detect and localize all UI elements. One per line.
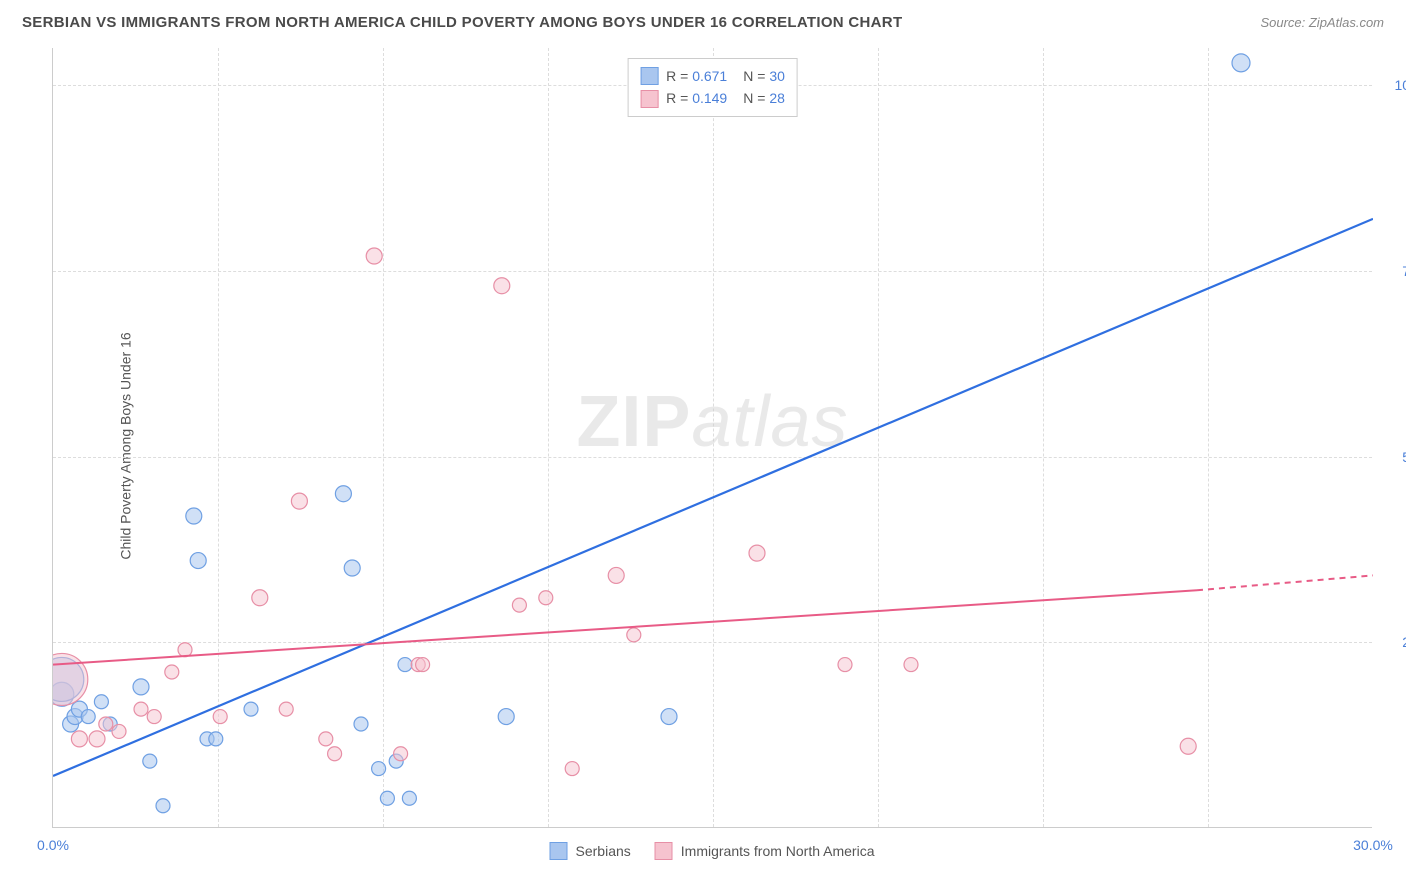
scatter-point	[71, 731, 87, 747]
y-tick-label: 50.0%	[1402, 449, 1406, 465]
chart-area: ZIPatlas R = 0.671N = 30R = 0.149N = 28 …	[52, 48, 1372, 828]
trend-line-dashed	[1197, 575, 1373, 590]
scatter-point	[89, 731, 105, 747]
scatter-point	[99, 717, 113, 731]
plot-region: ZIPatlas R = 0.671N = 30R = 0.149N = 28 …	[52, 48, 1372, 828]
scatter-point	[94, 695, 108, 709]
scatter-point	[328, 747, 342, 761]
legend-swatch	[550, 842, 568, 860]
scatter-point	[178, 643, 192, 657]
scatter-point	[398, 658, 412, 672]
scatter-point	[133, 679, 149, 695]
scatter-point	[838, 658, 852, 672]
scatter-point	[147, 710, 161, 724]
scatter-point	[291, 493, 307, 509]
scatter-point	[319, 732, 333, 746]
scatter-point	[608, 567, 624, 583]
legend-r-label: R = 0.149	[666, 87, 727, 109]
scatter-point	[165, 665, 179, 679]
scatter-point	[498, 709, 514, 725]
source-label: Source: ZipAtlas.com	[1260, 15, 1384, 30]
scatter-point	[512, 598, 526, 612]
scatter-point	[416, 658, 430, 672]
scatter-point	[372, 762, 386, 776]
legend-row: R = 0.149 N = 28	[640, 87, 785, 109]
scatter-point	[112, 724, 126, 738]
legend-item: Serbians	[550, 842, 631, 860]
legend-item: Immigrants from North America	[655, 842, 875, 860]
scatter-point	[209, 732, 223, 746]
legend-n-label: N = 28	[743, 87, 785, 109]
correlation-legend: R = 0.671 N = 30 R = 0.149 N = 28	[627, 58, 798, 117]
scatter-point	[143, 754, 157, 768]
scatter-point	[1180, 738, 1196, 754]
series-legend: Serbians Immigrants from North America	[550, 842, 875, 860]
legend-row: R = 0.671 N = 30	[640, 65, 785, 87]
scatter-point	[494, 278, 510, 294]
scatter-point	[366, 248, 382, 264]
y-tick-label: 100.0%	[1395, 77, 1406, 93]
trend-line	[53, 590, 1197, 664]
scatter-point	[380, 791, 394, 805]
legend-swatch	[640, 90, 658, 108]
x-tick-label: 0.0%	[37, 837, 69, 853]
scatter-point	[190, 553, 206, 569]
scatter-point	[749, 545, 765, 561]
scatter-point	[1232, 54, 1250, 72]
legend-label: Immigrants from North America	[681, 843, 875, 859]
scatter-point	[81, 710, 95, 724]
x-tick-label: 30.0%	[1353, 837, 1393, 853]
scatter-point	[53, 653, 88, 705]
y-tick-label: 75.0%	[1402, 263, 1406, 279]
scatter-point	[244, 702, 258, 716]
scatter-point	[661, 709, 677, 725]
scatter-point	[344, 560, 360, 576]
y-tick-label: 25.0%	[1402, 634, 1406, 650]
scatter-point	[252, 590, 268, 606]
legend-n-label: N = 30	[743, 65, 785, 87]
legend-r-label: R = 0.671	[666, 65, 727, 87]
scatter-point	[539, 591, 553, 605]
scatter-point	[186, 508, 202, 524]
trend-line	[53, 219, 1373, 776]
scatter-point	[354, 717, 368, 731]
scatter-point	[213, 710, 227, 724]
scatter-point	[394, 747, 408, 761]
legend-swatch	[640, 67, 658, 85]
scatter-point	[279, 702, 293, 716]
scatter-overlay	[53, 48, 1373, 828]
scatter-point	[627, 628, 641, 642]
scatter-point	[134, 702, 148, 716]
scatter-point	[402, 791, 416, 805]
chart-title: SERBIAN VS IMMIGRANTS FROM NORTH AMERICA…	[22, 14, 902, 31]
legend-swatch	[655, 842, 673, 860]
scatter-point	[904, 658, 918, 672]
scatter-point	[156, 799, 170, 813]
legend-label: Serbians	[576, 843, 631, 859]
scatter-point	[565, 762, 579, 776]
scatter-point	[335, 486, 351, 502]
